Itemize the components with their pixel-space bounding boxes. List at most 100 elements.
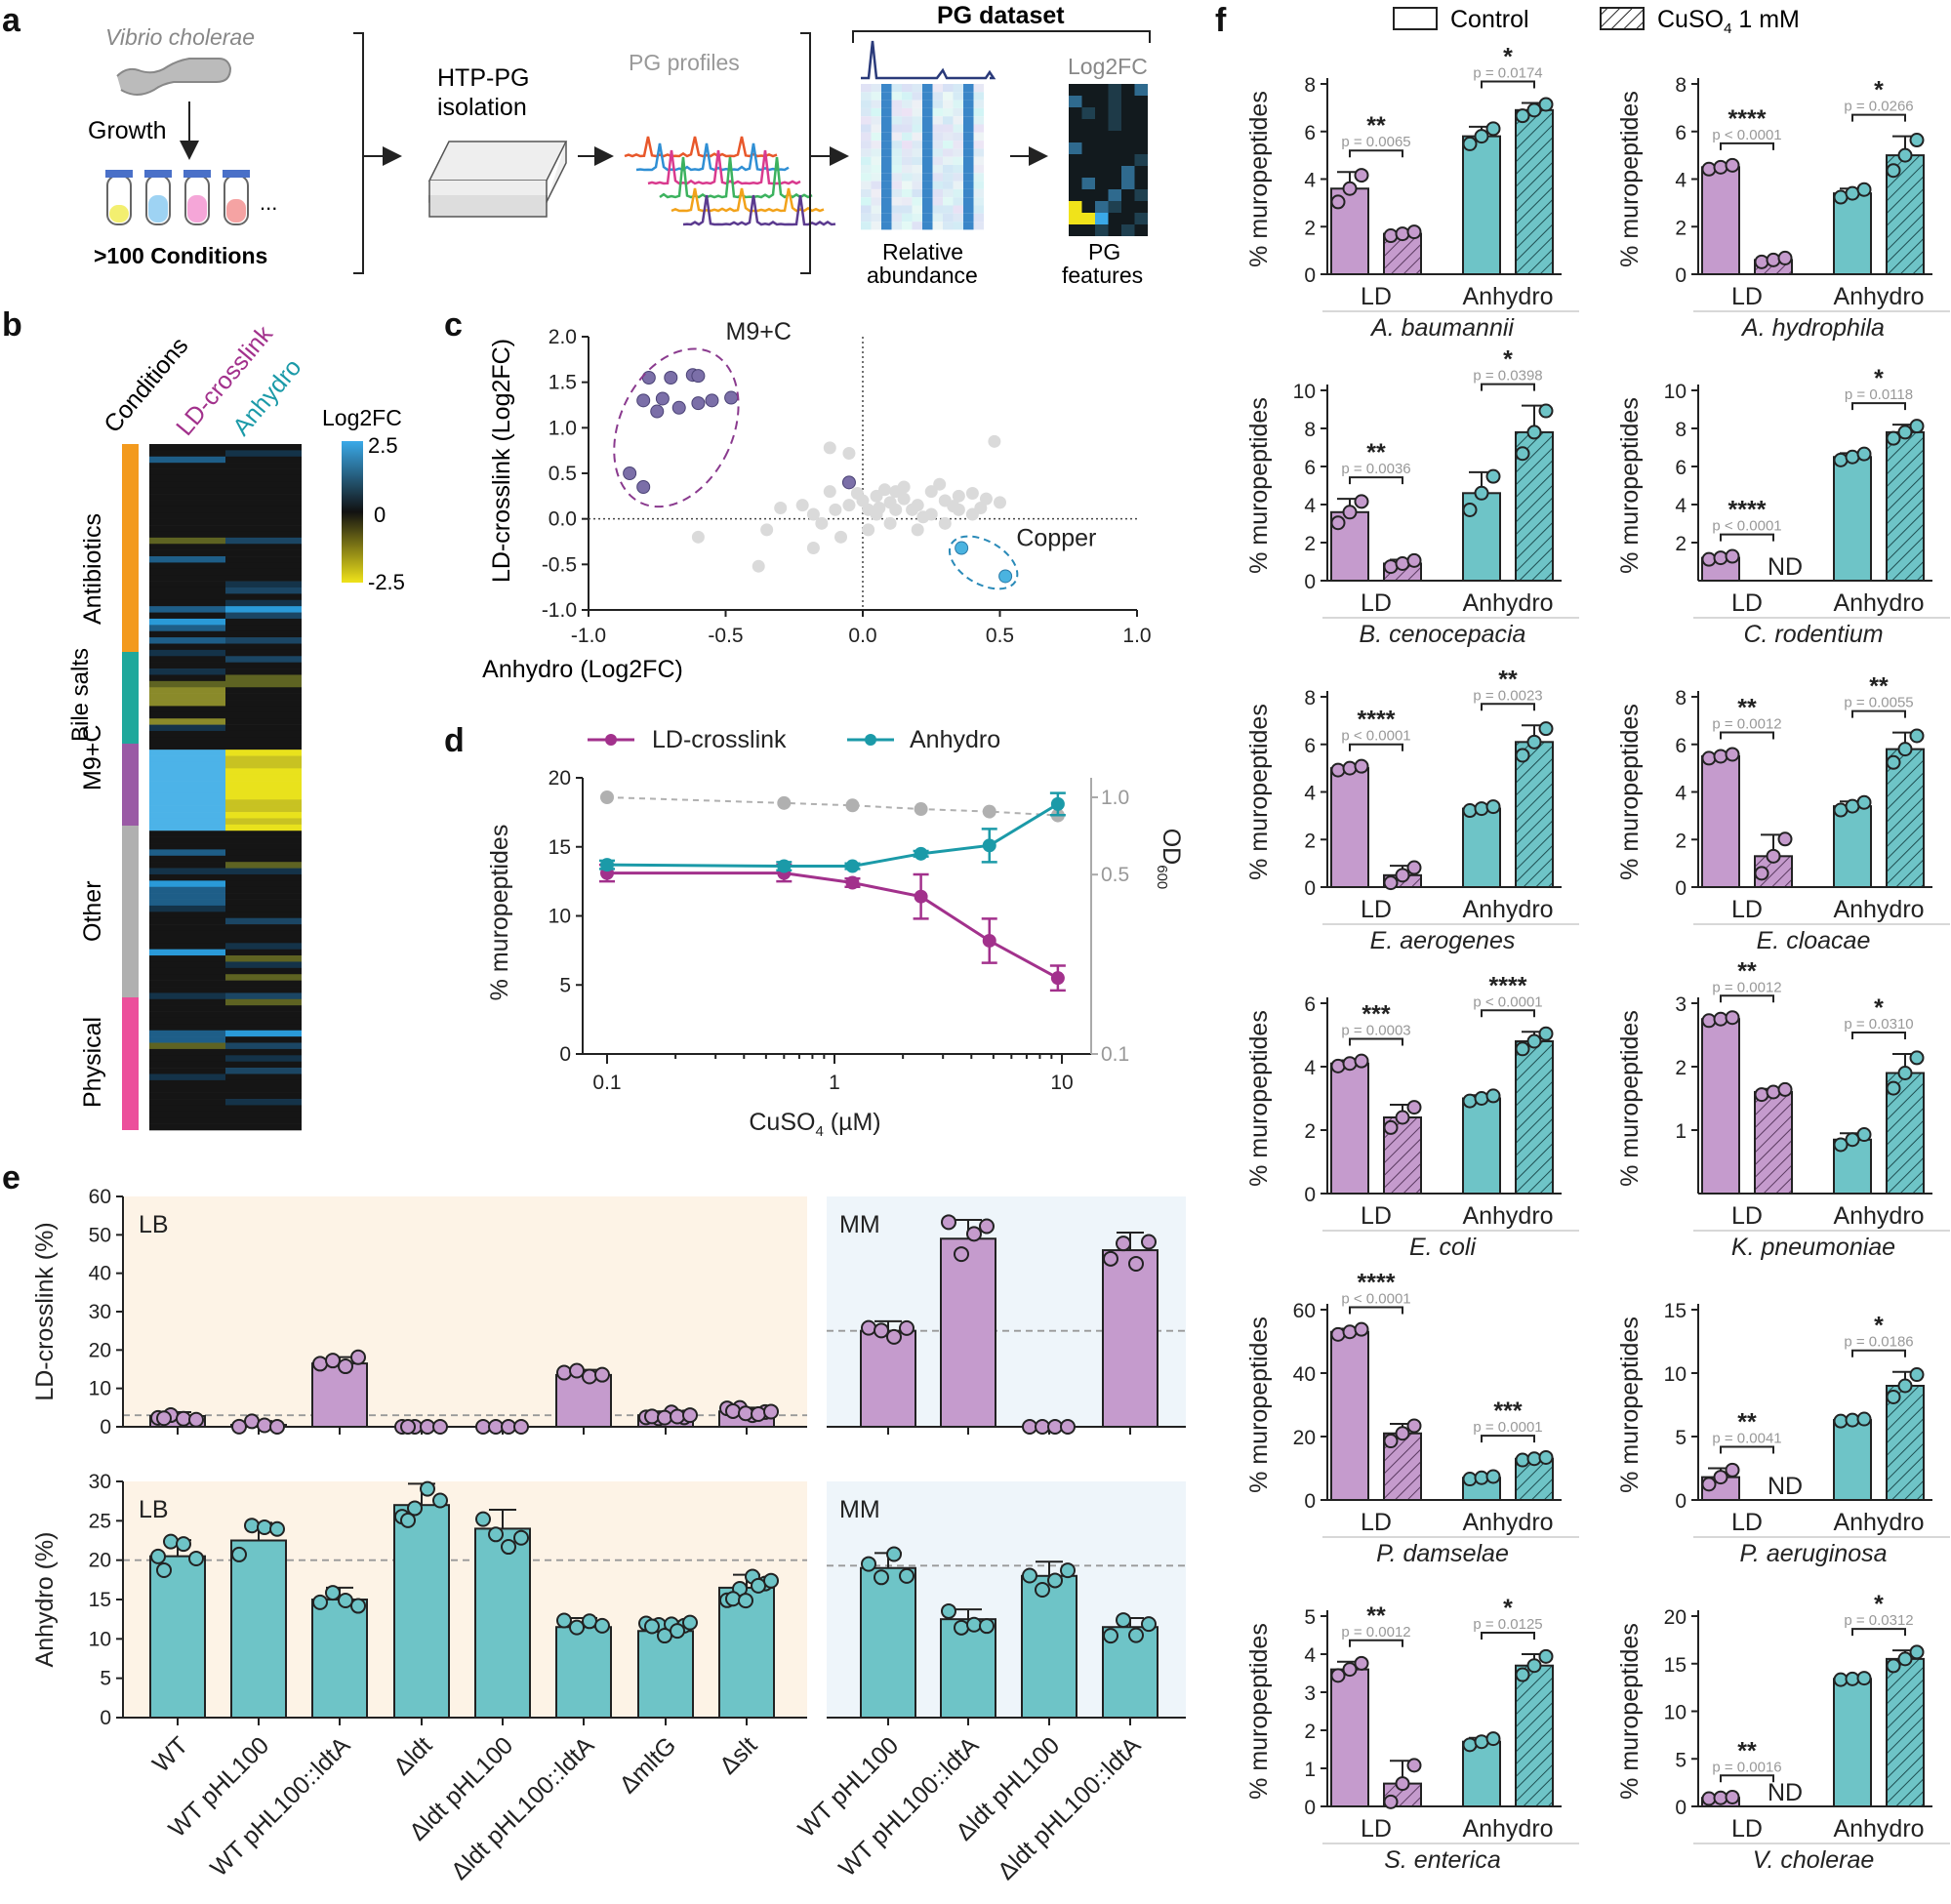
f-cat-ld: LD [1361, 1202, 1392, 1230]
heatmap-cell [225, 1024, 302, 1032]
f-cat-anhydro: Anhydro [1462, 1202, 1553, 1230]
f-species-name: C. rodentium [1743, 621, 1883, 648]
abundance-cell [932, 197, 943, 206]
heatmap-cell [149, 1017, 225, 1025]
abundance-cell [953, 188, 963, 198]
e-point [1060, 1562, 1076, 1579]
f-bar [1754, 1091, 1793, 1195]
d-point-anh [914, 846, 928, 861]
heatmap-cell [225, 755, 302, 763]
heatmap-cell [225, 936, 302, 944]
e-point [188, 1550, 204, 1566]
feature-cell [1095, 96, 1109, 107]
abundance-cell [861, 84, 872, 93]
bracket-2 [800, 32, 811, 274]
f-pvalue-ld: p = 0.0016 [1712, 1759, 1781, 1775]
e-point [350, 1598, 366, 1614]
heatmap-cell [149, 512, 225, 519]
heatmap-cell [225, 1055, 302, 1062]
heatmap-cell [149, 830, 225, 837]
feature-cell [1121, 189, 1135, 201]
f-ytick-label: 4 [1675, 495, 1687, 517]
e-point [670, 1408, 685, 1425]
e-bar-ld [311, 1362, 368, 1428]
c-point-other [906, 503, 919, 516]
group-label-m9: M9+C [79, 725, 106, 790]
c-point-other [752, 559, 765, 573]
abundance-cell [902, 197, 913, 206]
abundance-cell [871, 132, 881, 142]
f-ylabel: % muropeptides [1616, 91, 1644, 267]
e-point [763, 1572, 779, 1589]
e-point [244, 1518, 260, 1534]
heatmap-cell [225, 711, 302, 719]
f-bar [1515, 1664, 1554, 1807]
heatmap-cell [225, 1111, 302, 1118]
c-point-m9 [664, 371, 678, 385]
heatmap-cell [225, 886, 302, 894]
heatmap-cell [225, 737, 302, 745]
abundance-cell [902, 84, 913, 93]
abundance-cell [973, 84, 984, 93]
e-ytick-label: 5 [100, 1668, 111, 1690]
abundance-cell [953, 132, 963, 142]
abundance-cell [973, 222, 984, 230]
f-point [1383, 875, 1399, 891]
abundance-cell [922, 181, 933, 189]
f-cat-anhydro: Anhydro [1833, 896, 1924, 923]
heatmap-cell [149, 730, 225, 738]
abundance-cell [963, 84, 974, 93]
f-point [1342, 1324, 1358, 1340]
f-ytick-label: 2 [1675, 830, 1687, 852]
e-point [861, 1319, 876, 1336]
group-label-other: Other [79, 880, 106, 942]
f-sig-bracket-anh [1481, 1009, 1535, 1018]
f-pvalue-ld: p = 0.0041 [1712, 1431, 1781, 1447]
f-point [1354, 1655, 1369, 1671]
heatmap-cell [149, 668, 225, 675]
abundance-cell [912, 84, 922, 93]
f-ytick-label: 1 [1675, 1120, 1687, 1143]
legend-cuso: CuSO4 1 mM [1657, 6, 1800, 37]
f-point [1383, 1119, 1399, 1135]
group-label-antibiotics: Antibiotics [79, 513, 106, 625]
heatmap-cell [225, 743, 302, 750]
f-ylabel: % muropeptides [1245, 1623, 1273, 1800]
feature-cell [1095, 166, 1109, 178]
f-pvalue-anh: p = 0.0118 [1845, 386, 1913, 403]
f-pvalue-ld: p < 0.0001 [1341, 1291, 1410, 1308]
heatmap-cell [225, 930, 302, 938]
heatmap-cell [149, 700, 225, 707]
d-point-ld [845, 875, 860, 890]
f-point [1462, 502, 1478, 517]
f-point [1383, 1794, 1399, 1809]
heatmap-cell [149, 450, 225, 458]
abundance-cell [973, 116, 984, 125]
e-point [966, 1616, 982, 1633]
group-bar-bile [122, 652, 139, 744]
f-ytick-label: 4 [1304, 1057, 1316, 1079]
f-cat-anhydro: Anhydro [1833, 589, 1924, 617]
f-ytick-label: 10 [1293, 381, 1316, 403]
e-ytick-label: 0 [100, 1416, 111, 1438]
e-point [188, 1411, 204, 1428]
f-point [1354, 168, 1369, 183]
heatmap-cell [225, 612, 302, 620]
c-point-other [965, 487, 979, 501]
c-point-other [979, 492, 993, 506]
heatmap-cell [149, 1111, 225, 1118]
f-ylabel: % muropeptides [1616, 1010, 1644, 1187]
e-point [1116, 1612, 1131, 1629]
heatmap-cell [225, 531, 302, 539]
f-ytick-label: 2 [1304, 1721, 1316, 1743]
e-point [569, 1362, 585, 1379]
f-point [1406, 1100, 1422, 1115]
feature-cell [1081, 142, 1095, 154]
feature-cell [1134, 119, 1148, 131]
tubes-ellipsis: ... [260, 190, 277, 215]
abundance-cell [902, 100, 913, 108]
f-ytick-label: 6 [1304, 122, 1316, 144]
f-point [1909, 133, 1925, 148]
f-point [1462, 1093, 1478, 1109]
f-pvalue-anh: p = 0.0186 [1844, 1334, 1913, 1351]
